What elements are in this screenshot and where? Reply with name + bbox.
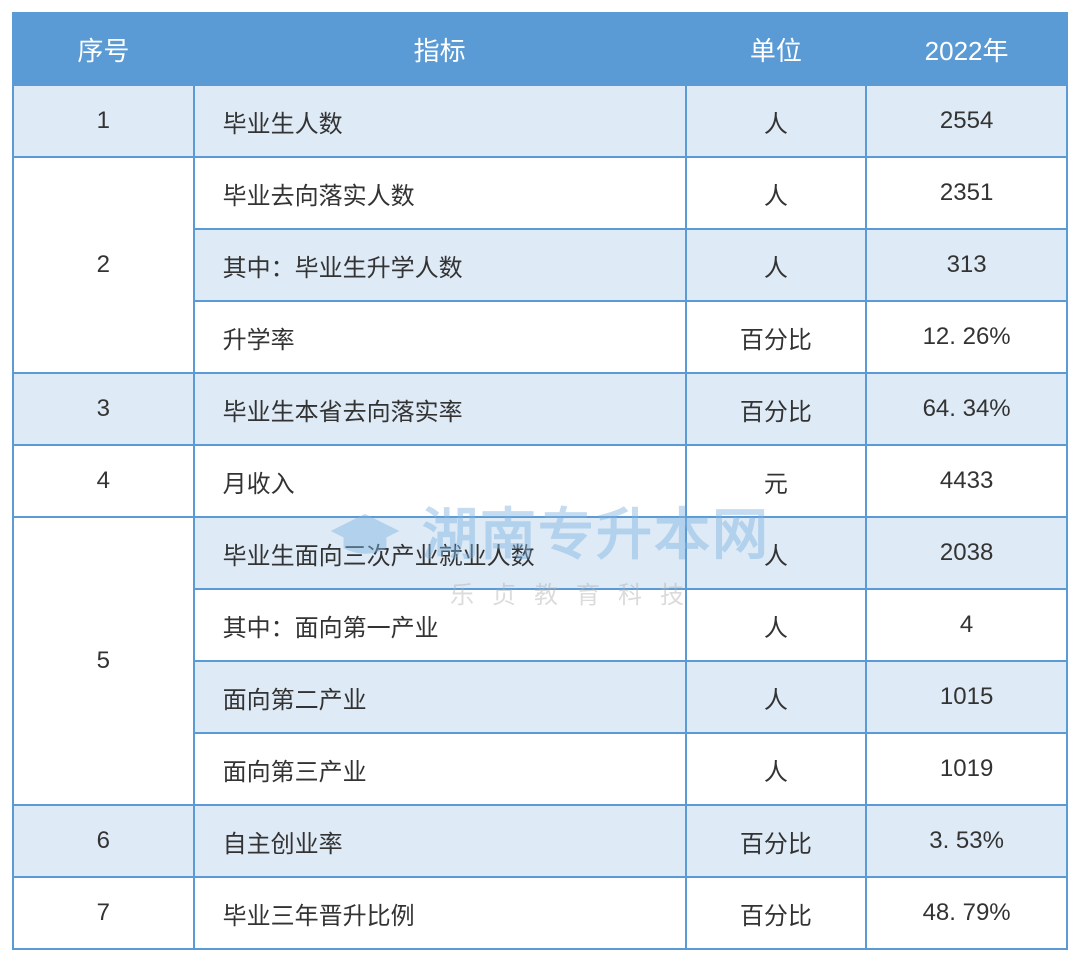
indicator-cell: 自主创业率 — [194, 805, 686, 877]
unit-cell: 百分比 — [686, 301, 867, 373]
indicator-cell: 毕业三年晋升比例 — [194, 877, 686, 949]
seq-cell: 5 — [13, 517, 194, 805]
table-body: 1 毕业生人数 人 2554 2 毕业去向落实人数 人 2351 其中：毕业生升… — [13, 85, 1067, 949]
value-cell: 12. 26% — [866, 301, 1067, 373]
value-cell: 1019 — [866, 733, 1067, 805]
value-cell: 313 — [866, 229, 1067, 301]
table-header-row: 序号 指标 单位 2022年 — [13, 13, 1067, 85]
indicator-cell: 其中：面向第一产业 — [194, 589, 686, 661]
indicator-cell: 月收入 — [194, 445, 686, 517]
col-header-value: 2022年 — [866, 13, 1067, 85]
indicator-cell: 面向第二产业 — [194, 661, 686, 733]
unit-cell: 百分比 — [686, 373, 867, 445]
value-cell: 3. 53% — [866, 805, 1067, 877]
table-row: 6 自主创业率 百分比 3. 53% — [13, 805, 1067, 877]
seq-cell: 4 — [13, 445, 194, 517]
table-row: 1 毕业生人数 人 2554 — [13, 85, 1067, 157]
unit-cell: 元 — [686, 445, 867, 517]
unit-cell: 人 — [686, 661, 867, 733]
indicator-cell: 升学率 — [194, 301, 686, 373]
seq-cell: 6 — [13, 805, 194, 877]
table-row: 7 毕业三年晋升比例 百分比 48. 79% — [13, 877, 1067, 949]
indicator-cell: 面向第三产业 — [194, 733, 686, 805]
value-cell: 4 — [866, 589, 1067, 661]
table-row: 4 月收入 元 4433 — [13, 445, 1067, 517]
seq-cell: 7 — [13, 877, 194, 949]
col-header-seq: 序号 — [13, 13, 194, 85]
unit-cell: 人 — [686, 229, 867, 301]
unit-cell: 人 — [686, 517, 867, 589]
value-cell: 2554 — [866, 85, 1067, 157]
indicator-cell: 毕业去向落实人数 — [194, 157, 686, 229]
unit-cell: 人 — [686, 157, 867, 229]
unit-cell: 人 — [686, 589, 867, 661]
seq-cell: 3 — [13, 373, 194, 445]
value-cell: 4433 — [866, 445, 1067, 517]
table-row: 2 毕业去向落实人数 人 2351 — [13, 157, 1067, 229]
col-header-unit: 单位 — [686, 13, 867, 85]
indicator-cell: 毕业生人数 — [194, 85, 686, 157]
unit-cell: 人 — [686, 85, 867, 157]
unit-cell: 百分比 — [686, 877, 867, 949]
table-row: 3 毕业生本省去向落实率 百分比 64. 34% — [13, 373, 1067, 445]
seq-cell: 2 — [13, 157, 194, 373]
col-header-indicator: 指标 — [194, 13, 686, 85]
value-cell: 2038 — [866, 517, 1067, 589]
indicator-cell: 毕业生本省去向落实率 — [194, 373, 686, 445]
value-cell: 64. 34% — [866, 373, 1067, 445]
value-cell: 1015 — [866, 661, 1067, 733]
data-table: 序号 指标 单位 2022年 1 毕业生人数 人 2554 2 毕业去向落实人数… — [12, 12, 1068, 950]
seq-cell: 1 — [13, 85, 194, 157]
value-cell: 48. 79% — [866, 877, 1067, 949]
unit-cell: 人 — [686, 733, 867, 805]
indicator-cell: 其中：毕业生升学人数 — [194, 229, 686, 301]
unit-cell: 百分比 — [686, 805, 867, 877]
indicator-cell: 毕业生面向三次产业就业人数 — [194, 517, 686, 589]
value-cell: 2351 — [866, 157, 1067, 229]
table-row: 5 毕业生面向三次产业就业人数 人 2038 — [13, 517, 1067, 589]
